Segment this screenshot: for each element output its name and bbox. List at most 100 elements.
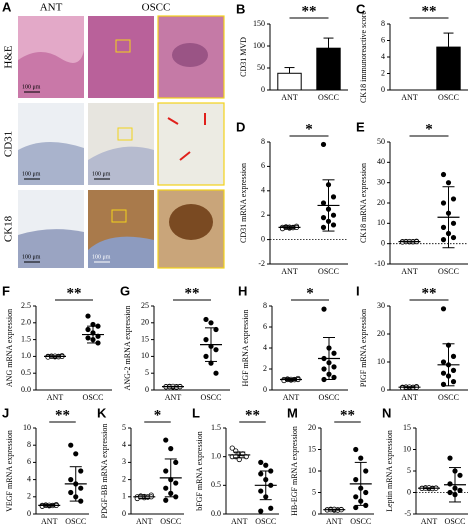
y-tick-label: 0 xyxy=(27,509,31,518)
y-axis-label: HGF mRNA expression xyxy=(241,310,250,387)
significance: ** xyxy=(302,3,317,19)
data-point xyxy=(358,455,364,461)
y-tick-label: 0 xyxy=(261,85,265,94)
y-tick-label: 5 xyxy=(145,368,149,377)
x-tick-label: ANT xyxy=(326,517,343,526)
data-point xyxy=(331,350,337,356)
data-point xyxy=(85,313,91,319)
data-point xyxy=(85,326,91,333)
y-tick-label: 10 xyxy=(403,444,411,453)
y-tick-label: 20 xyxy=(308,423,316,432)
data-point xyxy=(363,468,369,474)
y-tick-label: 0.5 xyxy=(21,368,31,377)
nucleus xyxy=(172,43,208,67)
y-tick-label: 10 xyxy=(308,466,316,475)
tissue xyxy=(18,229,84,268)
y-tick-label: 20 xyxy=(141,318,149,327)
y-tick-label: 1.5 xyxy=(21,334,31,343)
data-point xyxy=(163,497,169,503)
data-point xyxy=(203,353,209,359)
y-tick-label: 1.0 xyxy=(211,451,221,460)
y-tick-label: 0 xyxy=(145,385,149,394)
data-point xyxy=(229,445,235,451)
data-point xyxy=(440,370,447,376)
panel-letter: G xyxy=(120,283,130,298)
bar xyxy=(316,47,341,91)
y-tick-label: 2.0 xyxy=(21,318,31,327)
data-point xyxy=(447,481,453,487)
x-tick-label: ANT xyxy=(231,517,248,526)
data-point xyxy=(450,196,457,202)
data-point xyxy=(213,326,219,333)
data-point xyxy=(450,353,457,359)
x-tick-label: OSCC xyxy=(65,517,86,526)
significance: * xyxy=(425,121,433,137)
x-tick-label: OSCC xyxy=(350,517,371,526)
y-tick-label: 2 xyxy=(263,364,267,373)
y-tick-label: 4 xyxy=(263,343,267,352)
significance: ** xyxy=(340,407,355,423)
y-tick-label: 30 xyxy=(377,301,385,310)
y-axis-label: CD31 MVD xyxy=(239,37,248,77)
y-axis-label: Leptin mRNA expression xyxy=(385,430,394,512)
x-tick-label: ANT xyxy=(165,393,182,402)
x-tick-label: ANT xyxy=(281,93,298,102)
keratin-pearl xyxy=(169,204,213,240)
y-tick-label: 2 xyxy=(27,492,31,501)
panel-letter: I xyxy=(356,283,360,298)
data-point xyxy=(208,320,214,326)
significance: ** xyxy=(422,3,437,19)
y-tick-label: 10 xyxy=(377,218,385,227)
y-tick-label: 0 xyxy=(261,234,265,243)
y-axis-label: ANG mRNA expression xyxy=(5,309,14,387)
data-point xyxy=(330,222,337,228)
x-tick-label: OSCC xyxy=(319,393,340,402)
y-tick-label: 20 xyxy=(377,198,385,207)
data-point xyxy=(203,316,209,323)
y-tick-label: 1.5 xyxy=(211,423,221,432)
data-point xyxy=(213,347,219,353)
data-point xyxy=(168,446,174,452)
y-tick-label: 5 xyxy=(407,466,411,475)
tissue xyxy=(18,141,84,185)
y-tick-label: 10 xyxy=(141,351,149,360)
data-point xyxy=(457,487,463,493)
panel-letter: L xyxy=(192,405,200,420)
data-point xyxy=(213,370,219,376)
data-point xyxy=(440,359,447,365)
data-point xyxy=(450,378,457,385)
x-tick-label: ANT xyxy=(281,267,298,276)
zoom-frame xyxy=(157,189,225,269)
y-tick-label: 150 xyxy=(253,19,265,28)
data-point xyxy=(330,194,337,200)
data-point xyxy=(450,220,457,226)
x-tick-label: OSCC xyxy=(438,393,459,402)
column-header: ANT xyxy=(40,2,63,14)
panel-letter: E xyxy=(356,119,365,134)
data-point xyxy=(320,200,327,206)
y-tick-label: -10 xyxy=(374,259,385,268)
data-point xyxy=(163,485,169,491)
y-tick-label: 25 xyxy=(141,301,149,310)
y-tick-label: 0.0 xyxy=(21,385,31,394)
y-tick-label: 1.0 xyxy=(21,351,31,360)
x-tick-label: ANT xyxy=(41,517,58,526)
y-tick-label: 5 xyxy=(312,487,316,496)
y-tick-label: 0 xyxy=(407,487,411,496)
scale-bar-label: 100 μm xyxy=(22,84,41,90)
data-point xyxy=(203,336,209,343)
zoom-frame xyxy=(157,15,225,99)
significance: * xyxy=(305,121,313,137)
panel-letter: N xyxy=(382,405,391,420)
data-point xyxy=(320,224,327,230)
data-point xyxy=(320,215,327,221)
y-tick-label: 40 xyxy=(377,157,385,166)
significance: * xyxy=(306,285,314,301)
x-tick-label: OSCC xyxy=(255,517,276,526)
y-tick-label: 8 xyxy=(381,19,385,28)
y-tick-label: 6 xyxy=(381,35,385,44)
data-point xyxy=(440,171,447,178)
bar xyxy=(436,46,461,91)
data-point xyxy=(263,462,269,468)
